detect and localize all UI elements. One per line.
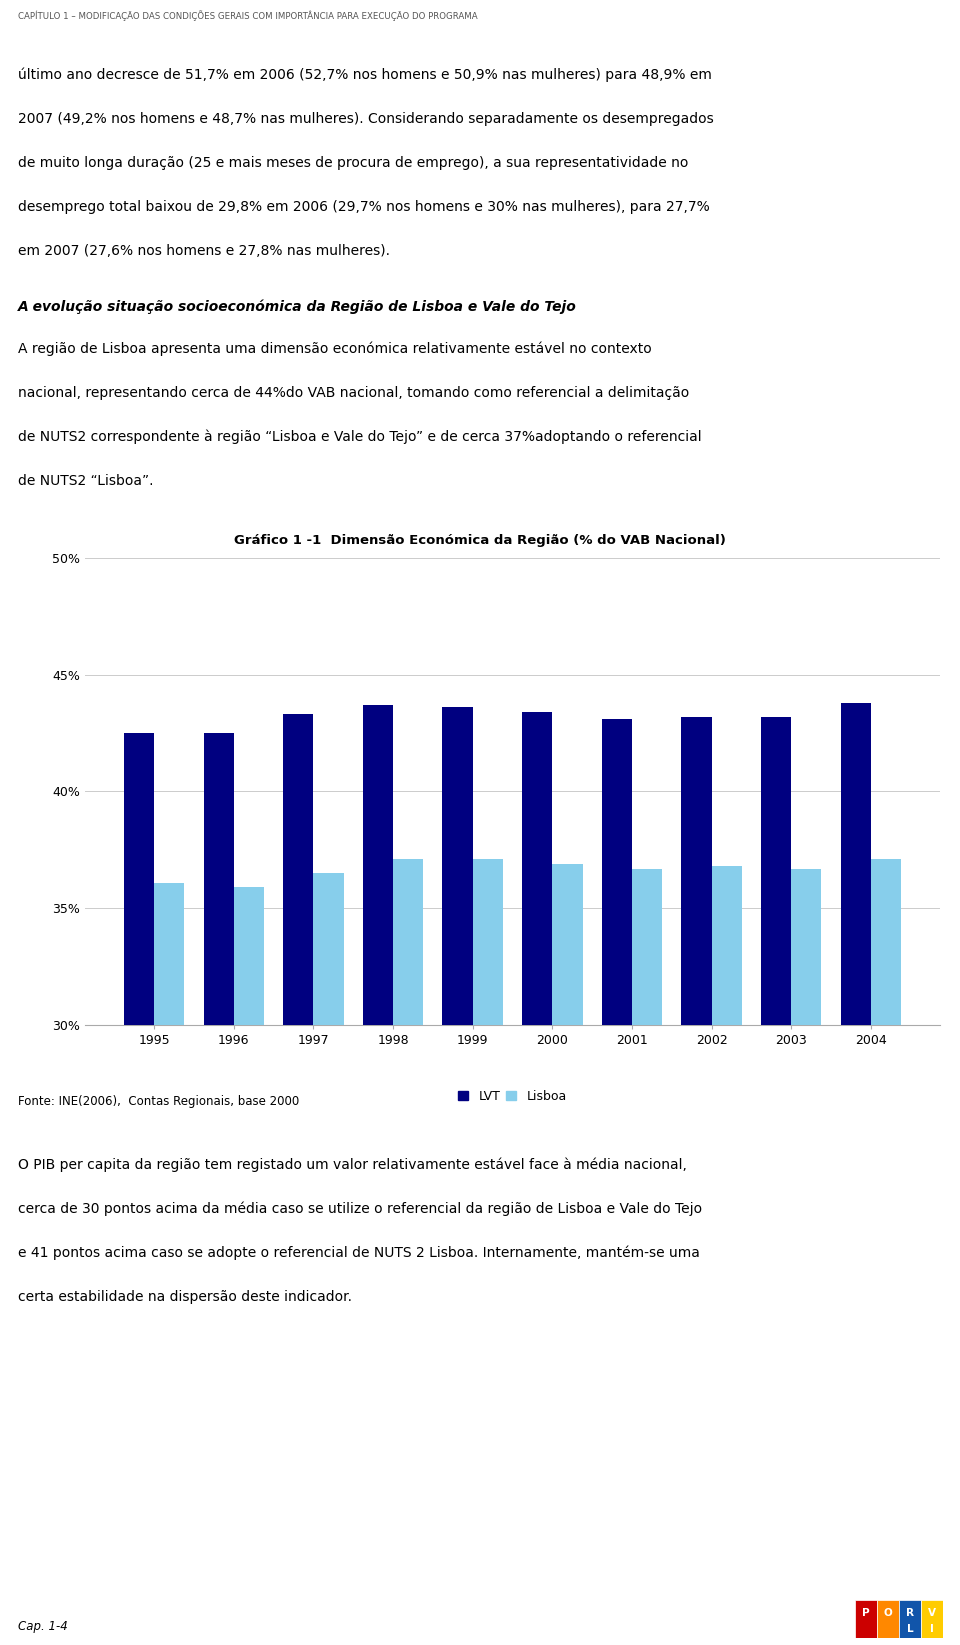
Text: de NUTS2 correspondente à região “Lisboa e Vale do Tejo” e de cerca 37%adoptando: de NUTS2 correspondente à região “Lisboa… — [18, 429, 702, 444]
Bar — [313, 873, 344, 1645]
Bar — [204, 734, 234, 1645]
Text: P: P — [862, 1609, 870, 1619]
Text: 2007 (49,2% nos homens e 48,7% nas mulheres). Considerando separadamente os dese: 2007 (49,2% nos homens e 48,7% nas mulhe… — [18, 112, 713, 127]
Text: I: I — [930, 1624, 934, 1633]
Bar — [711, 867, 742, 1645]
Bar — [363, 706, 393, 1645]
Text: A região de Lisboa apresenta uma dimensão económica relativamente estável no con: A região de Lisboa apresenta uma dimensã… — [18, 342, 652, 357]
Bar — [855, 1601, 877, 1638]
Bar — [877, 1601, 899, 1638]
Bar — [791, 869, 822, 1645]
Bar — [552, 864, 583, 1645]
Text: A evolução situação socioeconómica da Região de Lisboa e Vale do Tejo: A evolução situação socioeconómica da Re… — [18, 299, 577, 314]
Text: L: L — [906, 1624, 913, 1633]
Bar — [124, 734, 155, 1645]
Bar — [632, 869, 662, 1645]
Text: CAPÍTULO 1 – MODIFICAÇÃO DAS CONDIÇÕES GERAIS COM IMPORTÂNCIA PARA EXECUÇÃO DO P: CAPÍTULO 1 – MODIFICAÇÃO DAS CONDIÇÕES G… — [18, 10, 478, 21]
Text: em 2007 (27,6% nos homens e 27,8% nas mulheres).: em 2007 (27,6% nos homens e 27,8% nas mu… — [18, 243, 390, 258]
Text: O PIB per capita da região tem registado um valor relativamente estável face à m: O PIB per capita da região tem registado… — [18, 1158, 686, 1173]
Bar — [472, 859, 503, 1645]
Bar — [841, 702, 871, 1645]
Text: último ano decresce de 51,7% em 2006 (52,7% nos homens e 50,9% nas mulheres) par: último ano decresce de 51,7% em 2006 (52… — [18, 67, 712, 82]
Text: cerca de 30 pontos acima da média caso se utilize o referencial da região de Lis: cerca de 30 pontos acima da média caso s… — [18, 1202, 702, 1217]
Text: Gráfico 1 -1  Dimensão Económica da Região (% do VAB Nacional): Gráfico 1 -1 Dimensão Económica da Regiã… — [234, 535, 726, 548]
Text: e 41 pontos acima caso se adopte o referencial de NUTS 2 Lisboa. Internamente, m: e 41 pontos acima caso se adopte o refer… — [18, 1245, 700, 1260]
Bar — [155, 883, 184, 1645]
Text: Fonte: INE(2006),  Contas Regionais, base 2000: Fonte: INE(2006), Contas Regionais, base… — [18, 1096, 300, 1109]
Text: Cap. 1-4: Cap. 1-4 — [18, 1620, 68, 1633]
Text: de NUTS2 “Lisboa”.: de NUTS2 “Lisboa”. — [18, 474, 154, 489]
Bar — [761, 717, 791, 1645]
Bar — [602, 719, 632, 1645]
Text: de muito longa duração (25 e mais meses de procura de emprego), a sua representa: de muito longa duração (25 e mais meses … — [18, 156, 688, 169]
Bar — [283, 714, 313, 1645]
Bar — [682, 717, 711, 1645]
Legend: LVT, Lisboa: LVT, Lisboa — [458, 1089, 566, 1102]
Text: R: R — [906, 1609, 914, 1619]
Bar — [921, 1601, 943, 1638]
Text: O: O — [883, 1609, 893, 1619]
Bar — [443, 707, 472, 1645]
Bar — [234, 887, 264, 1645]
Text: desemprego total baixou de 29,8% em 2006 (29,7% nos homens e 30% nas mulheres), : desemprego total baixou de 29,8% em 2006… — [18, 201, 709, 214]
Text: certa estabilidade na dispersão deste indicador.: certa estabilidade na dispersão deste in… — [18, 1290, 352, 1304]
Bar — [393, 859, 423, 1645]
Bar — [899, 1601, 921, 1638]
Text: V: V — [928, 1609, 936, 1619]
Bar — [871, 859, 901, 1645]
Bar — [522, 712, 552, 1645]
Text: nacional, representando cerca de 44%do VAB nacional, tomando como referencial a : nacional, representando cerca de 44%do V… — [18, 387, 689, 400]
